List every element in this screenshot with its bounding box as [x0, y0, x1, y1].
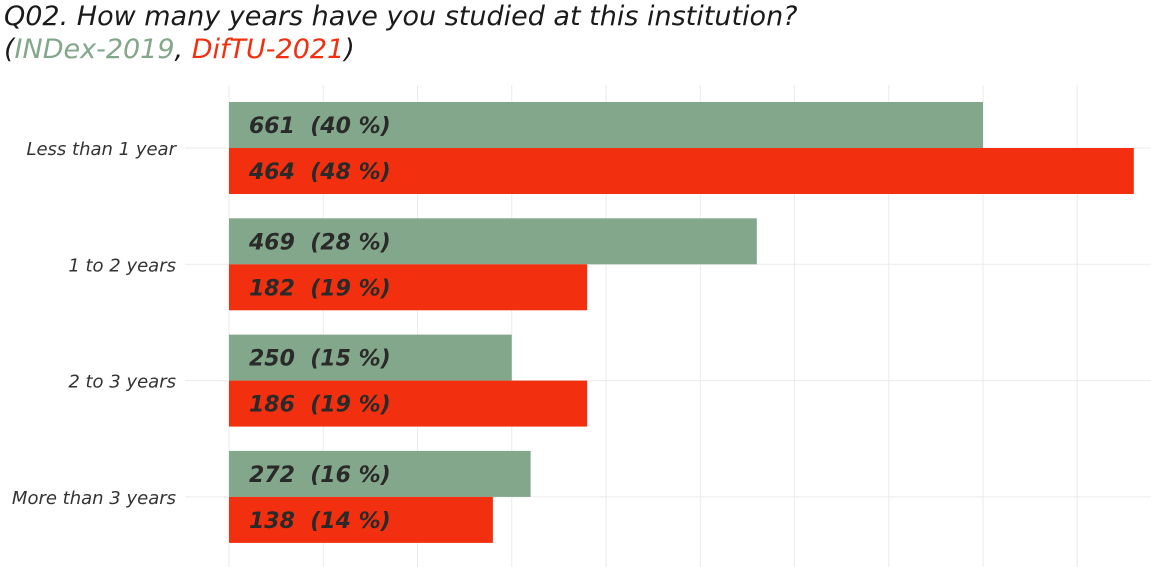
data-label-series-b: 186 (19 %): [249, 393, 391, 418]
title-line-1: Q02. How many years have you studied at …: [4, 1, 798, 32]
bar-series-b: [229, 148, 1134, 194]
category-label: More than 3 years: [12, 488, 176, 509]
bar-series-b: [229, 496, 493, 543]
data-label-series-b: 464 (48 %): [248, 160, 391, 185]
data-label-series-b: 182 (19 %): [249, 276, 391, 301]
bar-series-b: [229, 380, 588, 427]
bar-series-a: [229, 334, 512, 381]
bar-series-b: [229, 264, 588, 311]
title-line-2: (INDex-2019, DifTU-2021): [4, 33, 798, 66]
title-separator: ,: [174, 34, 192, 65]
legend-series-a: INDex-2019: [14, 34, 175, 65]
bar-series-a: [229, 102, 983, 148]
data-label-series-a: 661 (40 %): [249, 114, 391, 139]
category-label: Less than 1 year: [26, 139, 177, 160]
category-label: 1 to 2 years: [68, 255, 176, 276]
data-label-series-a: 250 (15 %): [249, 347, 391, 372]
bar-series-a: [229, 450, 531, 497]
title-open-paren: (: [4, 34, 15, 65]
data-label-series-b: 138 (14 %): [249, 509, 391, 534]
legend-series-b: DifTU-2021: [191, 34, 345, 65]
title-close-paren: ): [344, 34, 355, 65]
data-label-series-a: 272 (16 %): [249, 463, 391, 488]
chart-title: Q02. How many years have you studied at …: [4, 0, 798, 66]
data-label-series-a: 469 (28 %): [248, 230, 391, 255]
bar-series-a: [229, 218, 757, 265]
category-label: 2 to 3 years: [68, 372, 176, 393]
